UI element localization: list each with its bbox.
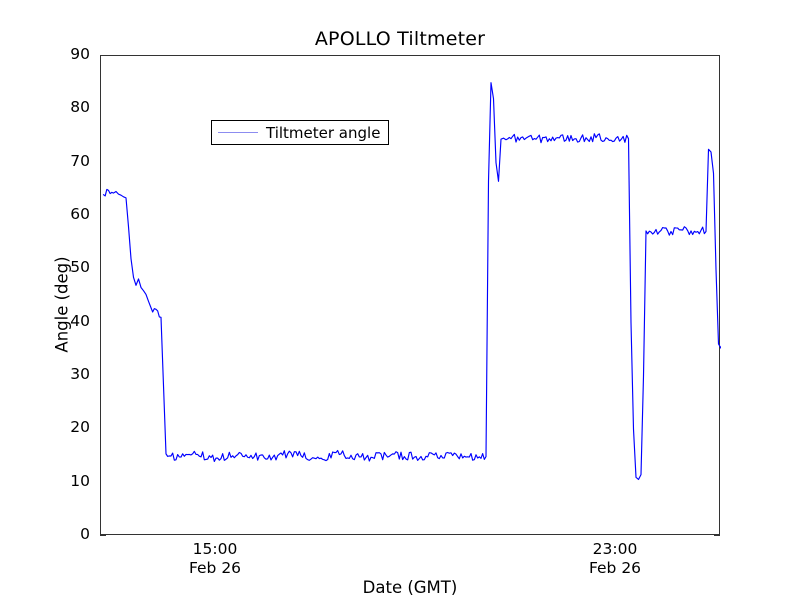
y-tick-label: 30: [70, 365, 90, 383]
y-tick-label: 50: [70, 258, 90, 277]
legend: Tiltmeter angle: [211, 120, 390, 145]
y-tick-label: 10: [70, 471, 90, 490]
y-tick-mark-right: [714, 535, 720, 536]
x-tick-label-date: Feb 26: [188, 559, 242, 577]
y-tick-mark: [100, 535, 106, 536]
plot-area: Tiltmeter angle: [100, 55, 721, 535]
y-tick-label: 40: [70, 311, 90, 330]
x-tick-label: 15:00 Feb 26: [155, 540, 275, 578]
legend-line-swatch: [218, 132, 258, 133]
x-tick-label-date: Feb 26: [588, 559, 642, 577]
page-title: APOLLO Tiltmeter: [314, 28, 486, 50]
tiltmeter-angle-line: [102, 82, 721, 481]
y-tick-label: 20: [70, 418, 90, 437]
y-tick-label: 60: [70, 205, 90, 223]
y-axis-label: Angle (deg): [52, 256, 72, 353]
y-tick-label: 90: [70, 45, 90, 63]
data-line-series: [102, 82, 721, 481]
y-tick-label: 80: [70, 98, 90, 117]
x-tick-label: 23:00 Feb 26: [555, 540, 675, 578]
legend-item-label: Tiltmeter angle: [266, 123, 381, 142]
y-tick-label: 70: [70, 151, 90, 170]
x-tick-label-time: 23:00: [592, 540, 638, 558]
x-axis-label: Date (GMT): [362, 578, 458, 597]
y-tick-label: 0: [80, 525, 90, 543]
x-tick-label-time: 15:00: [192, 540, 238, 558]
